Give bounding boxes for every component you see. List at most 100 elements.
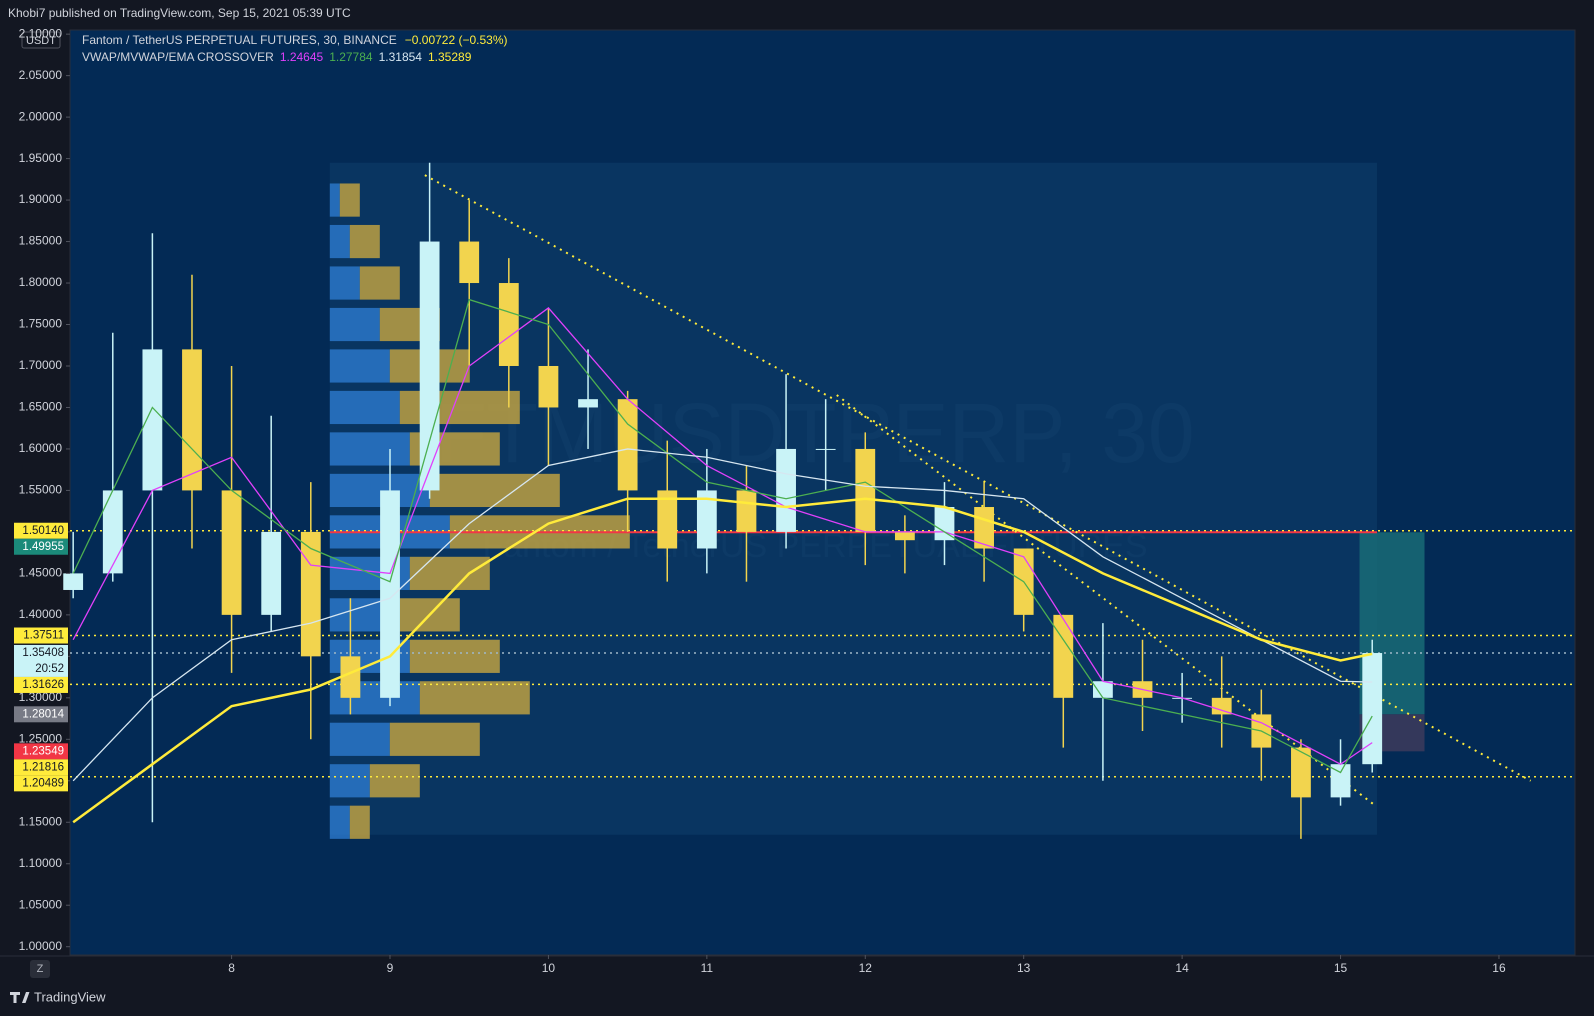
profile-down xyxy=(429,473,560,508)
indicator-line xyxy=(72,298,1373,774)
profile-up xyxy=(329,805,350,839)
x-tick-label: 14 xyxy=(1175,961,1189,975)
price-label-box xyxy=(14,538,68,555)
price-label-box xyxy=(14,676,68,693)
currency-label[interactable]: USDT xyxy=(26,35,56,47)
currency-badge[interactable] xyxy=(21,31,61,49)
candle-body xyxy=(261,531,282,615)
profile-down xyxy=(389,722,480,756)
profile-down xyxy=(339,183,360,217)
trendline xyxy=(424,174,1532,782)
y-tick-label: 2.00000 xyxy=(19,109,63,123)
profile-down xyxy=(349,805,370,839)
price-label: 1.37511 xyxy=(23,630,64,642)
candle-body xyxy=(1291,747,1311,798)
price-label: 1.49955 xyxy=(22,541,64,553)
indicator-value: 1.24645 xyxy=(280,50,324,64)
y-tick-label: 2.10000 xyxy=(19,26,63,40)
candle-body xyxy=(894,531,915,541)
candle-body xyxy=(934,507,955,541)
y-tick-label: 1.40000 xyxy=(19,607,63,621)
price-label-box xyxy=(14,522,68,539)
price-label: 1.21816 xyxy=(22,761,64,773)
x-tick-label: 11 xyxy=(701,961,714,975)
y-tick-label: 1.60000 xyxy=(19,441,63,455)
zoom-button-label[interactable]: Z xyxy=(37,963,44,975)
candle-body xyxy=(340,656,361,698)
profile-down xyxy=(369,764,420,798)
price-label-box xyxy=(14,706,68,723)
indicator-line xyxy=(72,497,1373,824)
profile-up xyxy=(329,183,340,217)
candle-body xyxy=(498,283,519,366)
candle-body xyxy=(142,349,163,491)
x-tick-label: 9 xyxy=(387,961,394,975)
y-tick-label: 1.70000 xyxy=(19,358,63,372)
profile-up xyxy=(329,266,360,300)
y-tick-label: 1.80000 xyxy=(19,275,63,289)
profile-down xyxy=(359,266,400,300)
candle-body xyxy=(538,365,559,408)
y-tick-label: 1.90000 xyxy=(19,192,63,206)
price-change: −0.00722 (−0.53%) xyxy=(405,33,508,47)
candle-body xyxy=(736,490,757,532)
candle-body xyxy=(578,399,598,408)
profile-down xyxy=(409,639,500,673)
profile-down xyxy=(419,681,530,715)
price-label: 1.20489 xyxy=(22,777,64,789)
profile-down xyxy=(399,390,520,425)
candle-body xyxy=(1362,653,1383,765)
price-label-box xyxy=(14,759,68,776)
symbol-legend: Fantom / TetherUS PERPETUAL FUTURES, 30,… xyxy=(82,33,508,47)
profile-up xyxy=(329,224,350,259)
y-tick-label: 1.85000 xyxy=(19,234,63,248)
price-label: 1.31626 xyxy=(22,679,64,691)
candle-body xyxy=(102,490,123,574)
candle-body xyxy=(1211,697,1232,715)
profile-up xyxy=(329,722,390,756)
footer-brand: TradingView xyxy=(34,989,106,1004)
profile-down xyxy=(409,556,490,590)
indicator-value: 1.27784 xyxy=(329,50,373,64)
y-tick-label: 2.05000 xyxy=(19,68,63,82)
candle-body xyxy=(815,448,836,450)
profile-up xyxy=(329,432,410,466)
candle-body xyxy=(696,490,717,549)
logo-icon xyxy=(10,992,30,1003)
indicator-value: 1.35289 xyxy=(428,50,472,64)
y-tick-label: 1.10000 xyxy=(19,856,63,870)
x-tick-label: 16 xyxy=(1492,961,1506,975)
plot-layer: FTMUSDTPERP, 30Fantom / TetherUS PERPETU… xyxy=(63,162,1575,839)
y-tick-label: 1.65000 xyxy=(19,400,63,414)
symbol-name: Fantom / TetherUS PERPETUAL FUTURES, 30,… xyxy=(82,33,397,47)
y-tick-label: 1.75000 xyxy=(19,317,63,331)
y-tick-label: 1.30000 xyxy=(19,690,63,704)
price-label-box xyxy=(14,775,68,792)
candle-body xyxy=(617,399,638,491)
profile-up xyxy=(329,390,400,425)
published-line: Khobi7 published on TradingView.com, Sep… xyxy=(8,6,351,20)
profile-up xyxy=(329,349,390,383)
y-tick-label: 1.05000 xyxy=(19,897,63,911)
candle-body xyxy=(855,448,876,532)
candle-body xyxy=(776,448,796,532)
x-tick-label: 13 xyxy=(1017,961,1031,975)
y-tick-label: 1.55000 xyxy=(19,483,63,497)
x-tick-label: 12 xyxy=(859,961,873,975)
price-label-box xyxy=(14,627,68,644)
y-tick-label: 1.45000 xyxy=(19,566,63,580)
indicator-line xyxy=(72,307,1373,765)
profile-up xyxy=(329,764,370,798)
candle-body xyxy=(1093,681,1113,698)
indicator-value: 1.31854 xyxy=(379,50,423,64)
tradingview-logo: TradingView xyxy=(10,989,106,1004)
candle-body xyxy=(657,490,678,549)
zoom-button[interactable] xyxy=(30,960,50,978)
candle-body xyxy=(1330,764,1351,798)
profile-down xyxy=(349,224,380,259)
profile-up xyxy=(329,473,430,508)
y-tick-label: 1.00000 xyxy=(19,939,63,953)
y-tick-label: 1.15000 xyxy=(19,814,63,828)
indicator-legend: VWAP/MVWAP/EMA CROSSOVER 1.24645 1.27784 1.… xyxy=(82,50,472,64)
